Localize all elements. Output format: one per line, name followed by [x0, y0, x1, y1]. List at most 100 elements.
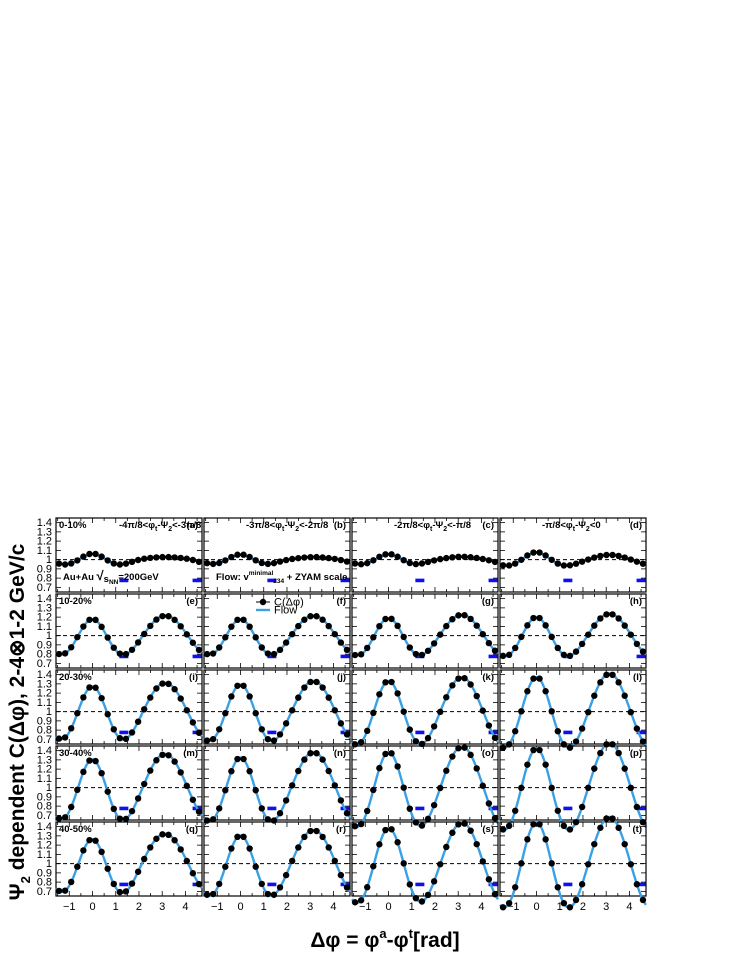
data-point	[337, 639, 345, 646]
data-point	[633, 640, 641, 648]
data-point	[337, 871, 345, 879]
data-point	[141, 780, 148, 788]
data-point	[430, 640, 438, 647]
data-point	[252, 634, 259, 641]
data-point	[92, 616, 99, 624]
panel-grid: 0.70.80.911.11.21.31.4 (a)0-10% -4π/8<φt-Ψ…	[37, 517, 647, 913]
data-point	[443, 694, 450, 701]
data-point	[461, 744, 468, 751]
data-point	[240, 833, 247, 841]
data-point	[98, 694, 105, 702]
data-point	[189, 556, 197, 564]
data-point	[128, 558, 136, 566]
data-point	[548, 556, 555, 563]
data-point	[449, 682, 456, 689]
data-point	[461, 612, 468, 619]
data-point	[171, 686, 178, 693]
data-point	[80, 847, 87, 854]
region-marker	[192, 654, 202, 659]
data-point	[394, 690, 401, 697]
data-point	[331, 707, 338, 714]
data-point	[370, 863, 377, 870]
data-point	[228, 623, 235, 630]
y-tick-label: 0.7	[37, 658, 52, 670]
data-point	[313, 750, 320, 757]
panel-letter: (d)	[630, 520, 642, 531]
data-point	[325, 694, 332, 701]
data-point	[633, 558, 641, 565]
panel-letter: (o)	[482, 748, 494, 759]
data-point	[603, 551, 610, 559]
data-point	[382, 679, 389, 686]
data-point	[313, 827, 320, 835]
data-point	[307, 678, 314, 686]
data-point	[437, 555, 444, 563]
data-point	[603, 671, 610, 679]
data-point	[80, 694, 87, 701]
data-point	[351, 651, 359, 659]
data-point	[467, 827, 474, 834]
data-point	[597, 615, 604, 622]
data-point	[542, 836, 549, 843]
data-point	[548, 784, 555, 792]
data-point	[412, 650, 420, 658]
data-point	[351, 822, 359, 830]
data-point	[566, 826, 574, 833]
data-point	[585, 556, 592, 563]
data-point	[177, 769, 184, 776]
data-point	[585, 708, 592, 716]
data-point	[364, 559, 371, 567]
panel-frame	[55, 821, 203, 897]
data-point	[222, 634, 229, 641]
data-point	[485, 722, 493, 729]
data-point	[518, 784, 525, 792]
panel-frame	[55, 745, 203, 821]
y-tick-label: 1.1	[37, 849, 52, 861]
x-tick-label: −1	[211, 901, 224, 913]
data-point	[282, 720, 290, 727]
data-point	[116, 650, 124, 657]
data-point	[491, 647, 499, 654]
data-point	[357, 897, 365, 904]
panel-j: (j)	[203, 669, 351, 745]
data-point	[536, 675, 543, 682]
data-point	[560, 822, 568, 830]
data-point	[98, 769, 105, 777]
region-marker	[636, 730, 646, 735]
data-point	[159, 612, 166, 620]
data-point	[270, 559, 278, 567]
region-marker	[267, 578, 277, 583]
data-point	[153, 685, 160, 692]
y-tick-label: 1.4	[37, 745, 52, 757]
data-point	[307, 827, 314, 835]
data-point	[122, 560, 130, 567]
data-point	[455, 821, 462, 828]
data-point	[505, 562, 513, 569]
data-point	[479, 555, 486, 563]
data-point	[110, 726, 117, 733]
data-point	[479, 782, 486, 789]
panel-i: 0.70.80.911.11.21.31.4 (i) 20-30%	[37, 669, 203, 746]
region-marker	[636, 806, 646, 811]
data-point	[364, 727, 371, 735]
data-point	[228, 768, 235, 775]
legend: C(Δφ)Flow	[256, 597, 304, 617]
data-point	[603, 815, 610, 822]
data-point	[92, 837, 99, 844]
flow-curve	[351, 613, 499, 657]
legend-flow-label: Flow	[274, 605, 297, 617]
data-point	[86, 757, 93, 764]
data-point	[467, 751, 474, 759]
panel-frame	[55, 593, 203, 669]
data-point	[98, 553, 105, 560]
data-point	[639, 738, 647, 745]
legend-data-marker	[259, 598, 267, 606]
data-point	[591, 554, 598, 561]
y-tick-label: 1.3	[37, 602, 52, 614]
data-point	[55, 560, 63, 567]
data-point	[209, 560, 217, 568]
data-point	[512, 884, 519, 891]
data-point	[437, 784, 444, 792]
data-point	[357, 739, 365, 746]
data-point	[566, 652, 574, 660]
